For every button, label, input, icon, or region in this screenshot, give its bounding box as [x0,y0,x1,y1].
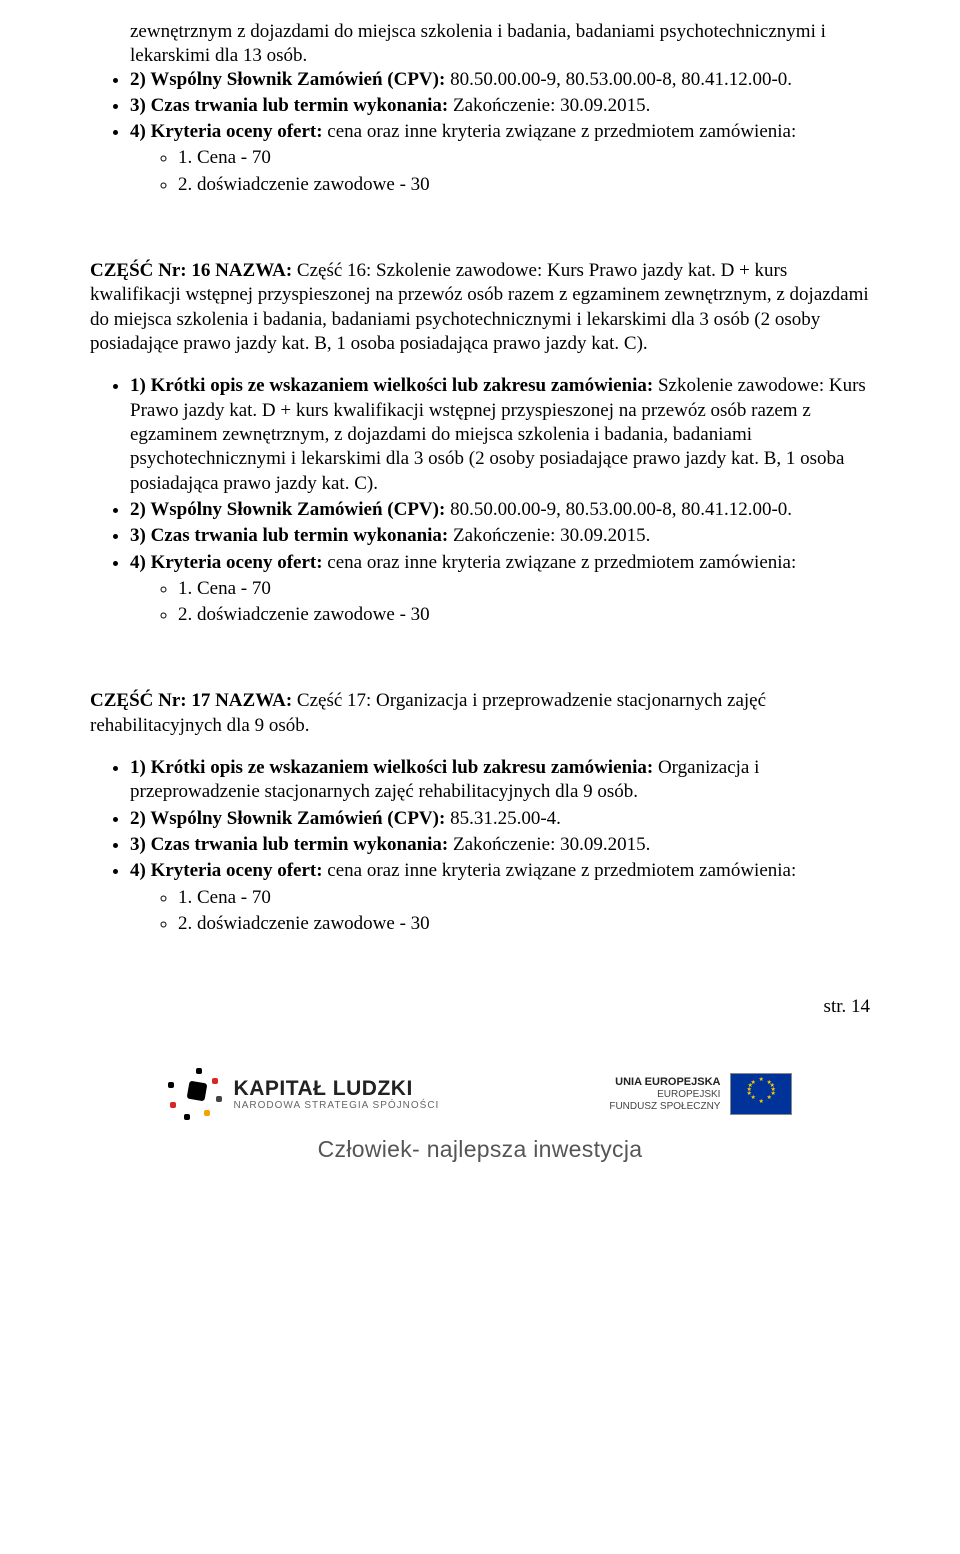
cpv-label: 2) Wspólny Słownik Zamówień (CPV): [130,69,445,90]
kl-sub: NARODOWA STRATEGIA SPÓJNOŚCI [234,1101,440,1111]
part15-czas: 3) Czas trwania lub termin wykonania: Za… [130,94,870,118]
cpv-value: 80.50.00.00-9, 80.53.00.00-8, 80.41.12.0… [445,69,792,90]
part15-sublist: 1. Cena - 70 2. doświadczenie zawodowe -… [130,146,870,197]
kryt-label: 4) Kryteria oceny ofert: [130,121,323,142]
eu-logo: UNIA EUROPEJSKA EUROPEJSKI FUNDUSZ SPOŁE… [609,1073,792,1115]
eu-line1: UNIA EUROPEJSKA [609,1076,720,1089]
czas-label: 3) Czas trwania lub termin wykonania: [130,834,448,855]
part17-k2: 2. doświadczenie zawodowe - 30 [178,912,870,936]
part16-sublist: 1. Cena - 70 2. doświadczenie zawodowe -… [130,577,870,628]
kl-star-icon [168,1066,224,1122]
page-number: str. 14 [90,996,870,1018]
kapital-ludzki-logo: KAPITAŁ LUDZKI NARODOWA STRATEGIA SPÓJNO… [168,1066,440,1122]
part16-title-label: CZĘŚĆ Nr: 16 NAZWA: [90,260,292,281]
part17-list: 1) Krótki opis ze wskazaniem wielkości l… [90,756,870,936]
part15-list: 2) Wspólny Słownik Zamówień (CPV): 80.50… [90,68,870,198]
eu-line3: FUNDUSZ SPOŁECZNY [609,1101,720,1113]
kl-text: KAPITAŁ LUDZKI NARODOWA STRATEGIA SPÓJNO… [234,1078,440,1111]
part15-opis-tail: zewnętrznym z dojazdami do miejsca szkol… [130,20,870,68]
kryt-value: cena oraz inne kryteria związane z przed… [323,860,797,881]
part16-kryt: 4) Kryteria oceny ofert: cena oraz inne … [130,551,870,628]
cpv-label: 2) Wspólny Słownik Zamówień (CPV): [130,499,445,520]
cpv-value: 80.50.00.00-9, 80.53.00.00-8, 80.41.12.0… [445,499,792,520]
footer-tagline: Człowiek- najlepsza inwestycja [318,1136,643,1163]
opis-label: 1) Krótki opis ze wskazaniem wielkości l… [130,757,653,778]
part17-sublist: 1. Cena - 70 2. doświadczenie zawodowe -… [130,886,870,937]
part16-k1: 1. Cena - 70 [178,577,870,601]
part17-czas: 3) Czas trwania lub termin wykonania: Za… [130,833,870,857]
kryt-value: cena oraz inne kryteria związane z przed… [323,552,797,573]
czas-value: Zakończenie: 30.09.2015. [448,525,650,546]
czas-value: Zakończenie: 30.09.2015. [448,834,650,855]
part16-list: 1) Krótki opis ze wskazaniem wielkości l… [90,374,870,627]
czas-label: 3) Czas trwania lub termin wykonania: [130,525,448,546]
czas-value: Zakończenie: 30.09.2015. [448,95,650,116]
part16-cpv: 2) Wspólny Słownik Zamówień (CPV): 80.50… [130,498,870,522]
eu-flag-icon: ★ ★ ★ ★ ★ ★ ★ ★ ★ ★ ★ ★ [730,1073,792,1115]
part17-cpv: 2) Wspólny Słownik Zamówień (CPV): 85.31… [130,807,870,831]
cpv-label: 2) Wspólny Słownik Zamówień (CPV): [130,808,445,829]
czas-label: 3) Czas trwania lub termin wykonania: [130,95,448,116]
kl-title: KAPITAŁ LUDZKI [234,1078,440,1099]
kryt-value: cena oraz inne kryteria związane z przed… [323,121,797,142]
document-page: zewnętrznym z dojazdami do miejsca szkol… [0,0,960,1183]
cpv-value: 85.31.25.00-4. [445,808,561,829]
part15-kryt: 4) Kryteria oceny ofert: cena oraz inne … [130,120,870,197]
part17-kryt: 4) Kryteria oceny ofert: cena oraz inne … [130,859,870,936]
footer: KAPITAŁ LUDZKI NARODOWA STRATEGIA SPÓJNO… [90,1066,870,1163]
part17-k1: 1. Cena - 70 [178,886,870,910]
part17-title-label: CZĘŚĆ Nr: 17 NAZWA: [90,690,292,711]
part15-k1: 1. Cena - 70 [178,146,870,170]
part15-cpv: 2) Wspólny Słownik Zamówień (CPV): 80.50… [130,68,870,92]
part16-k2: 2. doświadczenie zawodowe - 30 [178,603,870,627]
part16-opis: 1) Krótki opis ze wskazaniem wielkości l… [130,374,870,496]
part17-title: CZĘŚĆ Nr: 17 NAZWA: Część 17: Organizacj… [90,689,870,738]
part17-opis: 1) Krótki opis ze wskazaniem wielkości l… [130,756,870,805]
part16-czas: 3) Czas trwania lub termin wykonania: Za… [130,524,870,548]
part16-title: CZĘŚĆ Nr: 16 NAZWA: Część 16: Szkolenie … [90,259,870,356]
opis-label: 1) Krótki opis ze wskazaniem wielkości l… [130,375,653,396]
kryt-label: 4) Kryteria oceny ofert: [130,552,323,573]
eu-line2: EUROPEJSKI [609,1089,720,1101]
footer-logos: KAPITAŁ LUDZKI NARODOWA STRATEGIA SPÓJNO… [168,1066,793,1122]
part15-k2: 2. doświadczenie zawodowe - 30 [178,173,870,197]
kryt-label: 4) Kryteria oceny ofert: [130,860,323,881]
eu-text: UNIA EUROPEJSKA EUROPEJSKI FUNDUSZ SPOŁE… [609,1076,720,1112]
